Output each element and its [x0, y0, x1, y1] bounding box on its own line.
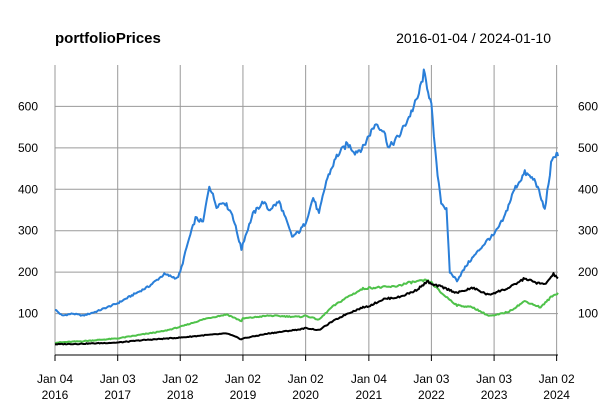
- x-tick-label: Jan 02 2020: [288, 372, 324, 402]
- x-tick-label: Jan 03 2022: [413, 372, 449, 402]
- y-tick-label-left: 400: [18, 182, 38, 196]
- y-tick-label-right: 600: [578, 99, 598, 113]
- series-line-2: [54, 278, 559, 344]
- chart-title: portfolioPrices: [55, 30, 161, 47]
- x-tick-label: Jan 02 2019: [225, 372, 261, 402]
- y-tick-label-right: 200: [578, 265, 598, 279]
- x-tick-label: Jan 03 2023: [476, 372, 512, 402]
- y-tick-label-left: 600: [18, 99, 38, 113]
- y-tick-label-right: 400: [578, 182, 598, 196]
- y-tick-label-left: 100: [18, 307, 38, 321]
- y-tick-label-right: 100: [578, 307, 598, 321]
- series-lines: [54, 68, 559, 346]
- axes: 100 100 200 200 300 300 400 400 500 500 600 600 Jan …: [18, 99, 598, 402]
- date-range: 2016-01-04 / 2024-01-10: [396, 30, 551, 46]
- series-line-3: [54, 272, 559, 346]
- y-tick-label-right: 300: [578, 224, 598, 238]
- x-tick-label: Jan 04 2021: [351, 372, 387, 402]
- x-tick-label: Jan 04 2016: [37, 372, 73, 402]
- x-tick-label: Jan 02 2024: [539, 372, 575, 402]
- y-tick-label-left: 200: [18, 265, 38, 279]
- x-tick-label: Jan 02 2018: [162, 372, 198, 402]
- x-tick-label: Jan 03 2017: [100, 372, 136, 402]
- y-tick-label-left: 300: [18, 224, 38, 238]
- series-line-1: [54, 68, 559, 317]
- y-tick-label-left: 500: [18, 141, 38, 155]
- grid: [54, 65, 558, 355]
- y-tick-label-right: 500: [578, 141, 598, 155]
